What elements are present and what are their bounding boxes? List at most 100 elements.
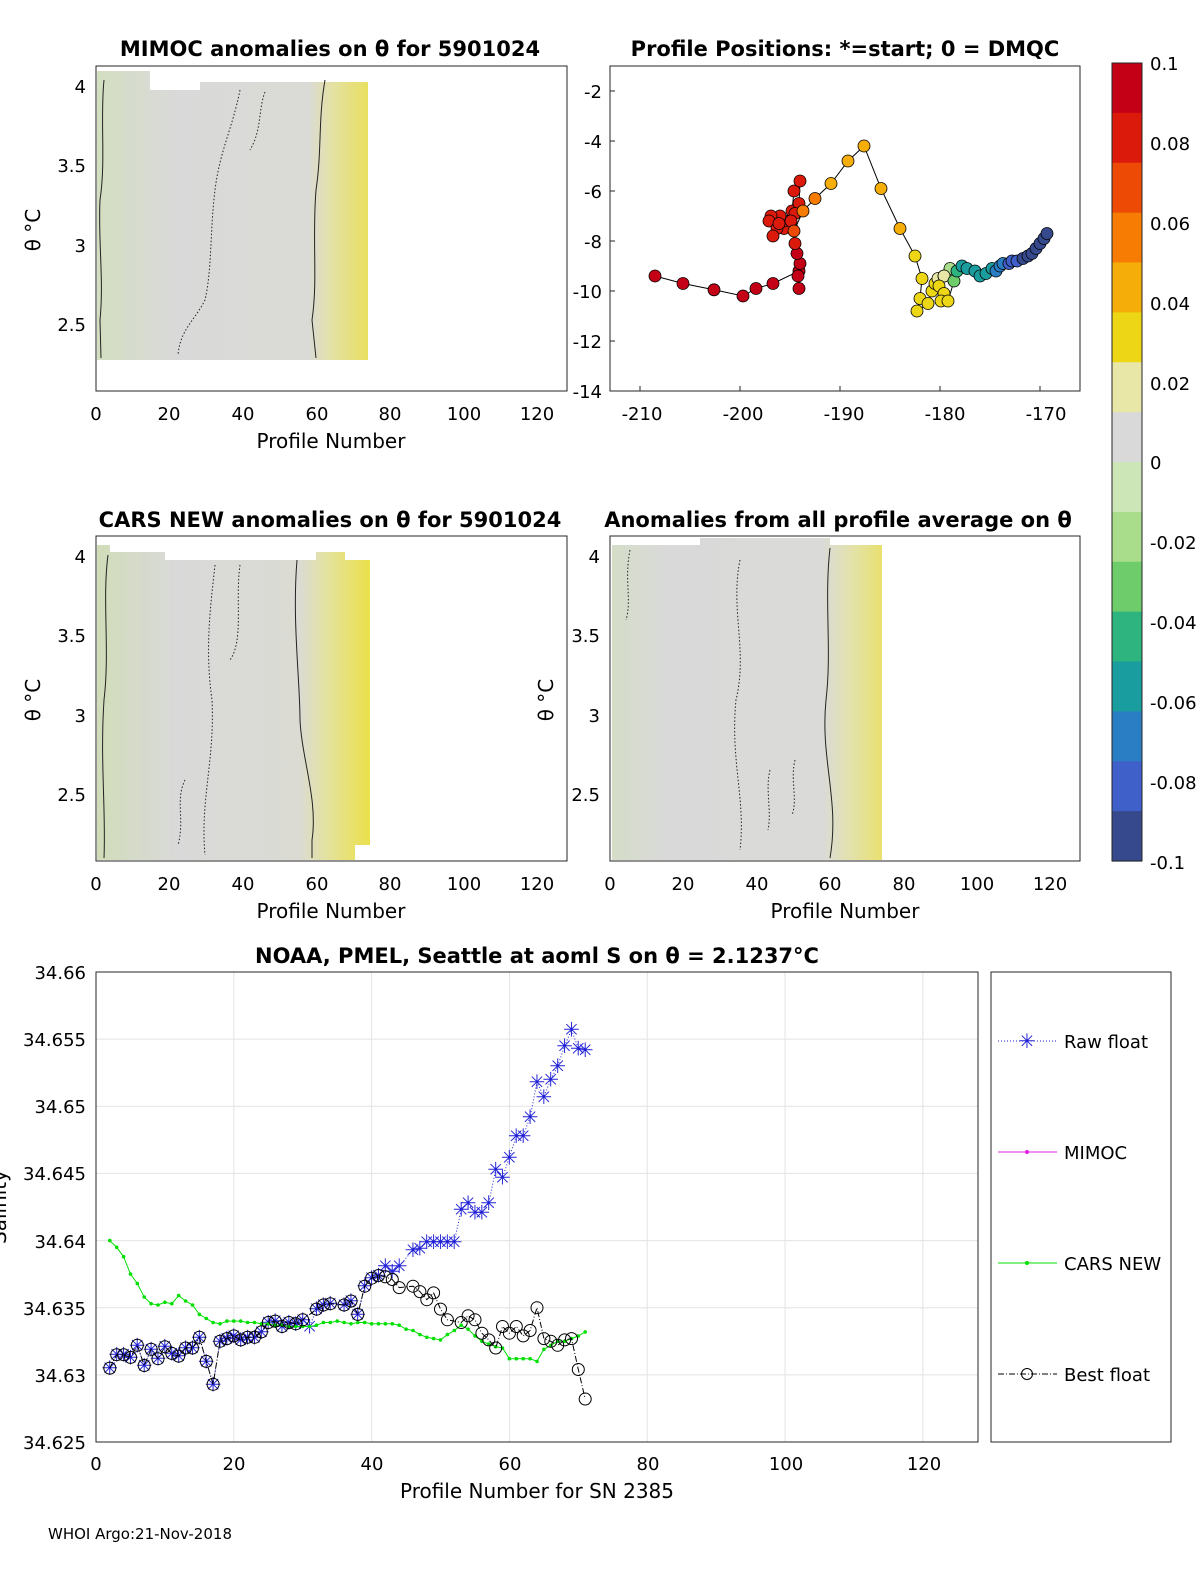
cars-new-point (431, 1336, 436, 1341)
cars-new-point (170, 1301, 174, 1306)
cars-new-point (176, 1293, 181, 1298)
raw-float-point: ✳ (549, 1054, 566, 1078)
legend: ✳ Raw float MIMOC CARS NEW Best float (990, 971, 1172, 1443)
allavg-xtick: 80 (893, 874, 916, 895)
raw-float-point: ✳ (405, 1238, 422, 1262)
positions-point (787, 224, 801, 238)
best-float-point (310, 1302, 323, 1316)
salinity-xtick: 60 (499, 1454, 522, 1475)
cars-new-point (425, 1335, 429, 1340)
raw-float-point: ✳ (439, 1230, 456, 1254)
colorbar-segment (1112, 212, 1142, 264)
cars-new-point (321, 1320, 326, 1325)
cars-new-point (459, 1323, 464, 1327)
cars-xtick: 0 (90, 874, 101, 895)
allavg-ytick: 3 (589, 706, 600, 727)
best-float-point (427, 1286, 441, 1300)
colorbar-segment (1112, 162, 1142, 214)
cars-new-point (438, 1338, 443, 1342)
positions-ytick: -6 (584, 182, 602, 203)
raw-float-point: ✳ (467, 1200, 484, 1224)
legend-mimoc-marker (1025, 1150, 1029, 1154)
legend-best-label: Best float (1064, 1365, 1150, 1386)
cars-zero-contour (102, 554, 314, 859)
positions-point (772, 217, 786, 230)
mimoc-anomaly-field (97, 71, 368, 360)
best-float-point (117, 1348, 131, 1362)
salinity-panel: NOAA, PMEL, Seattle at aoml S on θ = 2.1… (0, 944, 979, 1503)
cars-new-point (190, 1303, 195, 1307)
best-float-point (571, 1363, 585, 1376)
best-float-point (151, 1352, 165, 1366)
cars-ytick: 2.5 (57, 785, 86, 806)
mimoc-ytick: 2.5 (57, 315, 86, 336)
colorbar: 0.1 0.08 0.06 0.04 0.02 0 -0.02 -0.04 -0… (1111, 54, 1197, 874)
raw-float-point: ✳ (522, 1105, 539, 1129)
salinity-ytick: 34.645 (23, 1164, 86, 1185)
best-float-point (365, 1271, 379, 1285)
colorbar-tick: 0.08 (1150, 134, 1190, 155)
best-float-point (475, 1326, 489, 1340)
cars-new-point (142, 1295, 146, 1299)
positions-axes (609, 65, 1081, 392)
mimoc-ylabel: θ °C (21, 209, 45, 252)
allavg-ylabel: θ °C (534, 679, 558, 722)
legend-raw-label: Raw float (1064, 1032, 1148, 1053)
best-float-point (565, 1332, 578, 1346)
cars-new-point (211, 1320, 215, 1325)
best-float-point (509, 1320, 523, 1333)
cars-xtick: 20 (158, 874, 181, 895)
best-float-point (489, 1341, 503, 1355)
raw-float-point: ✳ (542, 1067, 559, 1091)
allavg-ytick: 4 (589, 547, 600, 568)
best-float-point (124, 1350, 137, 1364)
raw-float-point: ✳ (536, 1085, 553, 1109)
colorbar-tick: -0.06 (1150, 693, 1197, 714)
raw-float-point: ✳ (391, 1254, 408, 1278)
raw-float-point: ✳ (384, 1260, 401, 1284)
positions-xtick: -170 (1026, 404, 1067, 425)
cars-new-point (149, 1301, 153, 1306)
cars-new-point (245, 1320, 250, 1325)
colorbar-segment (1112, 561, 1142, 613)
allavg-axes (609, 535, 1081, 862)
salinity-xtick: 80 (637, 1454, 660, 1475)
cars-new-point (390, 1322, 395, 1326)
positions-point (857, 139, 871, 153)
positions-point (792, 282, 806, 295)
best-float-point (496, 1320, 509, 1333)
mimoc-zero-contour (99, 79, 326, 359)
colorbar-segment (1112, 811, 1142, 862)
positions-point (874, 182, 888, 195)
cars-new-point (252, 1320, 257, 1325)
cars-new-point (307, 1324, 312, 1329)
salinity-xtick: 120 (907, 1454, 941, 1475)
positions-ytick: -2 (584, 82, 602, 103)
salinity-ytick: 34.64 (34, 1232, 86, 1253)
raw-float-point: ✳ (246, 1325, 263, 1349)
colorbar-tick: -0.08 (1150, 773, 1197, 794)
cars-xlabel: Profile Number (257, 899, 407, 923)
best-float-point (323, 1297, 337, 1311)
best-float-point (344, 1294, 358, 1308)
salinity-xtick: 20 (223, 1454, 246, 1475)
mimoc-xtick: 60 (306, 404, 329, 425)
raw-float-point: ✳ (129, 1333, 146, 1357)
positions-xtick: -200 (723, 404, 764, 425)
colorbar-tick: 0.02 (1150, 374, 1190, 395)
mimoc-ytick: 3 (75, 236, 86, 257)
positions-xtick: -210 (622, 404, 663, 425)
raw-float-point: ✳ (425, 1230, 442, 1254)
cars-new-point (376, 1322, 381, 1326)
raw-float-point: ✳ (453, 1198, 470, 1222)
cars-new-point (583, 1330, 587, 1334)
best-float-point (199, 1354, 213, 1368)
best-float-point (220, 1332, 234, 1346)
salinity-xlabel: Profile Number for SN 2385 (400, 1479, 674, 1503)
positions-panel: Profile Positions: *=start; 0 = DMQC -21… (573, 37, 1081, 425)
allavg-xtick: 60 (819, 874, 842, 895)
cars-new-point (383, 1322, 388, 1326)
allavg-xlabel: Profile Number (771, 899, 921, 923)
positions-point (793, 174, 807, 188)
best-float-point (261, 1316, 275, 1329)
